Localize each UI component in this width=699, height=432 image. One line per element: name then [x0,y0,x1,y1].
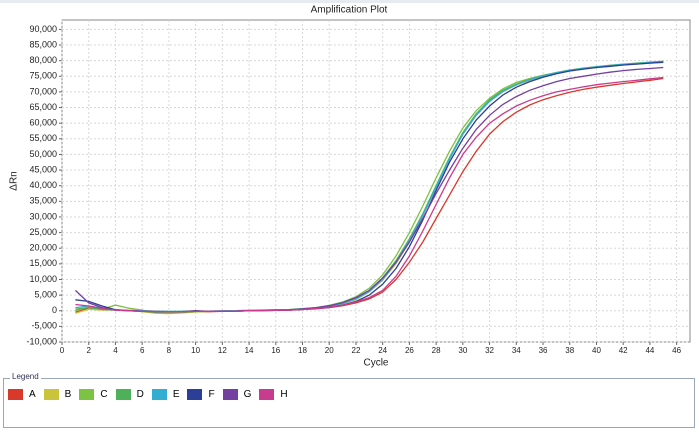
x-tick-label: 12 [218,346,227,355]
x-tick-label: 38 [565,346,574,355]
legend-item[interactable]: D [115,389,144,400]
y-axis-label: ΔRn [9,171,20,190]
y-tick-label: 10,000 [29,274,57,284]
legend-label: D [136,389,144,400]
x-axis-label: Cycle [363,358,388,369]
legend-label: F [208,389,215,400]
x-tick-label: 36 [539,346,548,355]
legend-item[interactable]: F [187,389,215,400]
legend-swatch [8,389,23,400]
y-tick-label: 75,000 [29,71,57,81]
x-tick-label: 44 [645,346,654,355]
x-tick-label: 40 [592,346,601,355]
x-tick-label: 32 [485,346,494,355]
x-tick-label: 8 [167,346,172,355]
chart-title: Amplification Plot [311,5,388,16]
y-tick-label: 30,000 [29,211,57,221]
legend-items: A B C D E F G H [8,389,288,400]
legend-swatch [43,389,59,400]
y-tick-label: 20,000 [29,243,57,253]
legend-label: E [172,389,180,400]
top-band [0,0,699,3]
chart: Amplification Plot ΔRn Cycle -10,000 -5,0… [0,0,699,369]
legend-swatch [79,389,95,400]
legend-item[interactable]: B [43,389,72,400]
x-tick-label: 24 [378,346,387,355]
legend-label: B [64,389,72,400]
y-tick-label: 5,000 [34,289,57,299]
y-tick-label: 0 [52,305,57,315]
legend-item[interactable]: C [79,389,108,400]
y-tick-label: 25,000 [29,227,57,237]
x-tick-label: 10 [191,346,200,355]
y-tick-label: 45,000 [29,164,57,174]
x-tick-label: 0 [60,346,65,355]
x-tick-label: 4 [113,346,118,355]
legend-swatch [187,389,203,400]
x-tick-label: 6 [140,346,145,355]
y-tick-label: 15,000 [29,258,57,268]
y-tick-label: 70,000 [29,86,57,96]
legend-item[interactable]: H [259,389,288,400]
x-tick-label: 20 [325,346,334,355]
y-tick-label: 80,000 [29,55,57,65]
x-tick-label: 14 [245,346,254,355]
y-tick-label: 35,000 [29,196,57,206]
x-tick-label: 18 [298,346,307,355]
legend-label: H [280,389,288,400]
x-tick-label: 28 [432,346,441,355]
x-tick-label: 2 [86,346,91,355]
legend-item[interactable]: A [8,389,36,400]
x-tick-label: 30 [458,346,467,355]
x-tick-label: 22 [352,346,361,355]
legend-label: C [100,389,108,400]
x-tick-label: 42 [619,346,628,355]
y-tick-label: -10,000 [26,336,57,346]
x-tick-label: 46 [672,346,681,355]
y-tick-label: 65,000 [29,102,57,112]
series-line [75,76,664,313]
y-tick-label: 50,000 [29,149,57,159]
y-tick-label: 90,000 [29,24,57,34]
x-tick-label: 26 [405,346,414,355]
y-tick-label: 60,000 [29,118,57,128]
legend-label: G [243,389,252,400]
y-tick-label: 55,000 [29,133,57,143]
x-tick-label: 16 [271,346,280,355]
legend-swatch [151,389,167,400]
legend-title: Legend [10,372,41,381]
x-tick-label: 34 [512,346,521,355]
legend-label: A [29,389,36,400]
legend-swatch [259,389,275,400]
legend-swatch [222,389,238,400]
legend-swatch [115,389,131,400]
y-tick-label: 40,000 [29,180,57,190]
legend-item[interactable]: E [151,389,180,400]
plot-area [61,19,691,343]
y-tick-label: -5,000 [31,321,57,331]
legend: Legend A B C D E F G H [3,372,695,428]
y-tick-label: 85,000 [29,39,57,49]
legend-item[interactable]: G [222,389,252,400]
